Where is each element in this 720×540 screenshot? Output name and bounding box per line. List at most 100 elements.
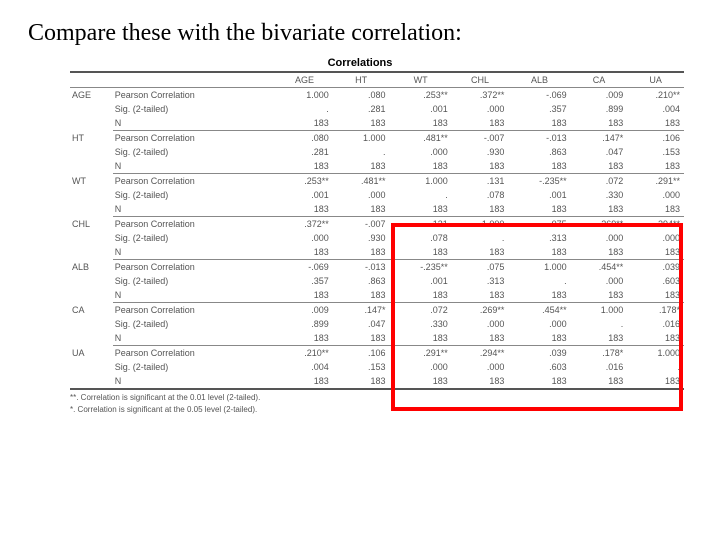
stat-label: Sig. (2-tailed) (113, 145, 276, 159)
stat-label: N (113, 116, 276, 131)
cell-value: 183 (571, 159, 628, 174)
cell-value: .080 (333, 88, 390, 103)
cell-value: .009 (571, 88, 628, 103)
cell-value: .153 (333, 360, 390, 374)
cell-value: 183 (627, 116, 684, 131)
cell-value: .863 (508, 145, 570, 159)
cell-value: 183 (508, 288, 570, 303)
cell-value: 183 (571, 202, 628, 217)
col-header: AGE (276, 72, 333, 88)
cell-value: -.235** (508, 174, 570, 189)
cell-value: 183 (571, 331, 628, 346)
correlation-table-wrap: AGE HT WT CHL ALB CA UA AGEPearson Corre… (70, 71, 684, 390)
cell-value: .481** (333, 174, 390, 189)
cell-value: .294** (627, 217, 684, 232)
stat-label: Pearson Correlation (113, 131, 276, 146)
cell-value: .291** (627, 174, 684, 189)
cell-value: 183 (276, 288, 333, 303)
cell-value: 1.000 (452, 217, 509, 232)
cell-value: 183 (452, 288, 509, 303)
cell-value: .001 (389, 274, 451, 288)
cell-value: .039 (508, 346, 570, 361)
cell-value: 183 (333, 374, 390, 389)
cell-value: 183 (571, 374, 628, 389)
cell-value: .047 (333, 317, 390, 331)
table-row: N183183183183183183183 (70, 116, 684, 131)
table-row: Sig. (2-tailed).001.000..078.001.330.000 (70, 188, 684, 202)
cell-value: .269** (571, 217, 628, 232)
cell-value: -.007 (452, 131, 509, 146)
cell-value: 183 (452, 374, 509, 389)
cell-value: 183 (333, 288, 390, 303)
cell-value: .147* (333, 303, 390, 318)
cell-value: .000 (571, 274, 628, 288)
cell-value: 183 (389, 374, 451, 389)
cell-value: .253** (276, 174, 333, 189)
cell-value: .863 (333, 274, 390, 288)
cell-value: .372** (276, 217, 333, 232)
cell-value: 1.000 (508, 260, 570, 275)
cell-value: .603 (627, 274, 684, 288)
var-name: AGE (70, 88, 113, 131)
cell-value: 183 (508, 245, 570, 260)
cell-value: 183 (333, 159, 390, 174)
cell-value: .372** (452, 88, 509, 103)
stat-label: Pearson Correlation (113, 303, 276, 318)
cell-value: -.013 (508, 131, 570, 146)
stat-label: Sig. (2-tailed) (113, 317, 276, 331)
stat-label: N (113, 159, 276, 174)
table-row: Sig. (2-tailed).004.153.000.000.603.016. (70, 360, 684, 374)
cell-value: .001 (276, 188, 333, 202)
stat-label: Pearson Correlation (113, 88, 276, 103)
cell-value: 183 (276, 331, 333, 346)
cell-value: 183 (452, 331, 509, 346)
cell-value: -.007 (333, 217, 390, 232)
cell-value: .357 (508, 102, 570, 116)
cell-value: .210** (276, 346, 333, 361)
cell-value: .899 (276, 317, 333, 331)
cell-value: 183 (389, 116, 451, 131)
table-row: N183183183183183183183 (70, 245, 684, 260)
cell-value: . (571, 317, 628, 331)
cell-value: .004 (276, 360, 333, 374)
cell-value: .899 (571, 102, 628, 116)
cell-value: .330 (571, 188, 628, 202)
table-row: Sig. (2-tailed)..281.001.000.357.899.004 (70, 102, 684, 116)
cell-value: .000 (276, 231, 333, 245)
cell-value: .178* (571, 346, 628, 361)
table-row: WTPearson Correlation.253**.481**1.000.1… (70, 174, 684, 189)
cell-value: .000 (389, 360, 451, 374)
table-row: Sig. (2-tailed).357.863.001.313..000.603 (70, 274, 684, 288)
col-header: ALB (508, 72, 570, 88)
cell-value: 183 (452, 245, 509, 260)
cell-value: 183 (508, 159, 570, 174)
stat-label: Pearson Correlation (113, 260, 276, 275)
cell-value: 183 (333, 202, 390, 217)
cell-value: .291** (389, 346, 451, 361)
cell-value: . (508, 274, 570, 288)
cell-value: .930 (333, 231, 390, 245)
cell-value: .313 (452, 274, 509, 288)
cell-value: 183 (389, 288, 451, 303)
cell-value: 183 (333, 245, 390, 260)
var-name: CHL (70, 217, 113, 260)
cell-value: 183 (571, 116, 628, 131)
cell-value: .454** (571, 260, 628, 275)
col-header: UA (627, 72, 684, 88)
cell-value: .000 (508, 317, 570, 331)
cell-value: 183 (627, 331, 684, 346)
cell-value: 183 (389, 331, 451, 346)
cell-value: .075 (452, 260, 509, 275)
cell-value: .147* (571, 131, 628, 146)
cell-value: 183 (333, 116, 390, 131)
cell-value: .294** (452, 346, 509, 361)
stat-label: Sig. (2-tailed) (113, 188, 276, 202)
correlation-table: AGE HT WT CHL ALB CA UA AGEPearson Corre… (70, 71, 684, 390)
cell-value: 183 (276, 159, 333, 174)
cell-value: -.069 (508, 88, 570, 103)
var-name: CA (70, 303, 113, 346)
cell-value: 183 (452, 202, 509, 217)
cell-value: .178* (627, 303, 684, 318)
footnotes: **. Correlation is significant at the 0.… (70, 392, 720, 416)
stat-label: Pearson Correlation (113, 346, 276, 361)
